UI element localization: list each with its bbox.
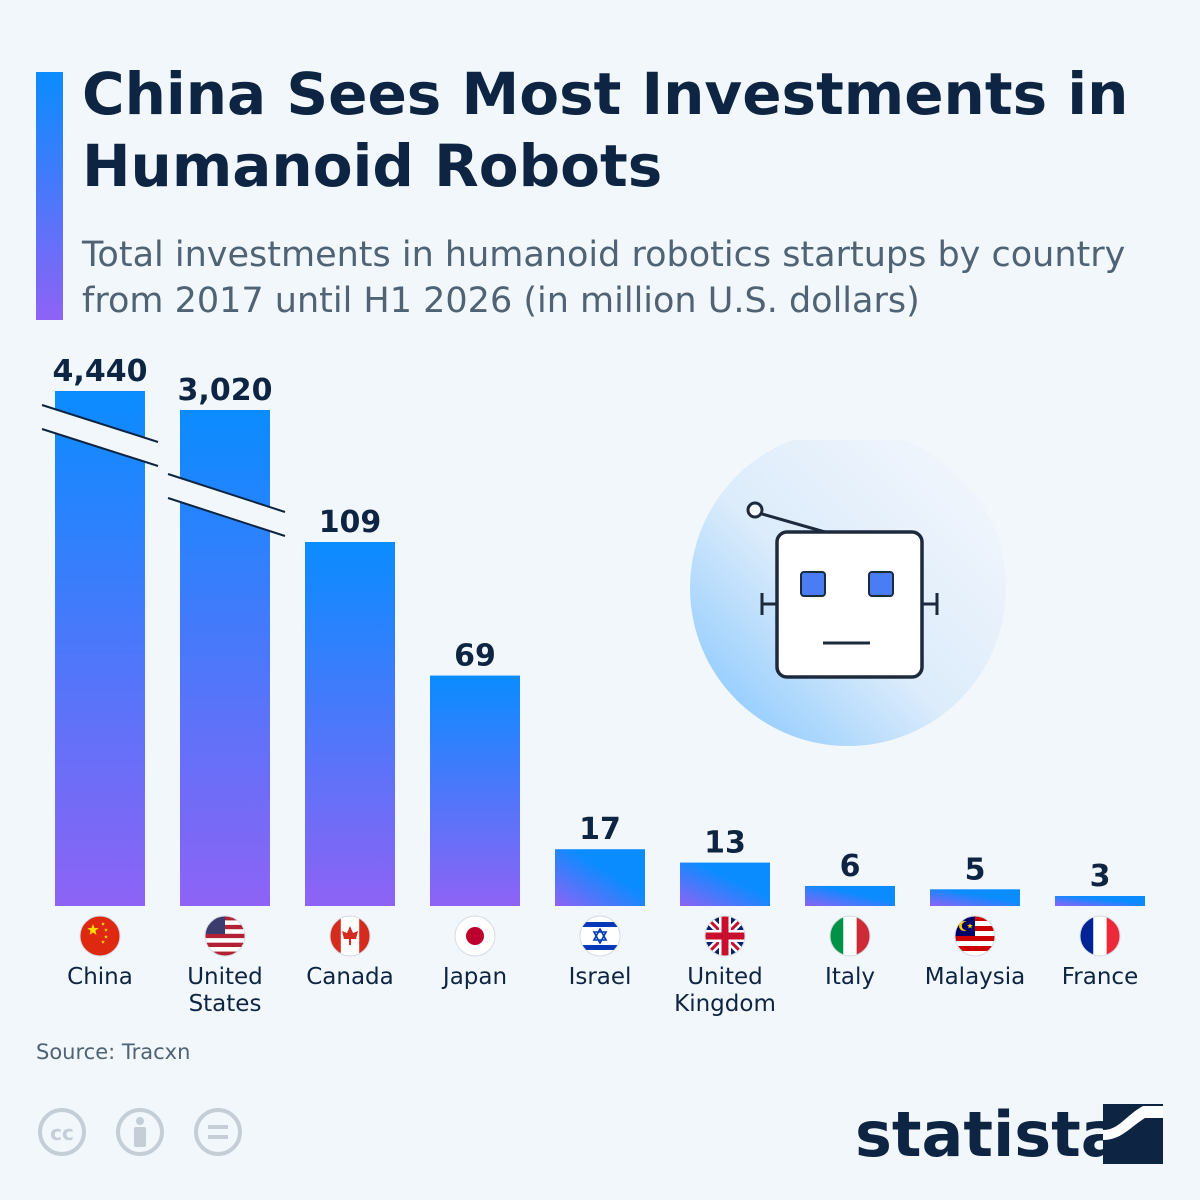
value-label-united-states: 3,020 xyxy=(178,373,273,408)
flag-italy-icon xyxy=(829,915,871,957)
flag-united-states-icon xyxy=(204,915,246,957)
bar-italy xyxy=(805,885,895,906)
flag-canada-icon xyxy=(329,915,371,957)
category-label-china: China xyxy=(67,964,133,990)
axis-break-united-states xyxy=(167,473,286,537)
value-label-italy: 6 xyxy=(840,849,861,884)
bar-malaysia xyxy=(930,889,1020,906)
bar-chart: 4,440 3,020 109 69 17 13 6 5 3 China United States… xyxy=(41,354,1145,1017)
value-label-france: 3 xyxy=(1090,859,1111,894)
category-label-canada: Canada xyxy=(306,964,394,990)
flag-malaysia-icon xyxy=(954,915,996,957)
value-label-israel: 17 xyxy=(579,812,621,847)
license-icons: cc xyxy=(38,1108,242,1156)
category-label-united-states: United States xyxy=(187,964,263,1017)
bar-france xyxy=(1055,895,1145,906)
category-label-malaysia: Malaysia xyxy=(925,964,1026,990)
svg-text:cc: cc xyxy=(50,1121,74,1145)
flag-france-icon xyxy=(1079,915,1121,957)
chart-subtitle: Total investments in humanoid robotics s… xyxy=(82,235,1126,321)
value-label-united-kingdom: 13 xyxy=(704,826,746,861)
chart-title: China Sees Most Investments in Humanoid … xyxy=(82,60,1129,200)
no-derivatives-icon[interactable] xyxy=(194,1108,242,1156)
value-label-japan: 69 xyxy=(454,639,496,674)
title-accent-bar xyxy=(36,72,63,320)
statista-mark-icon xyxy=(1103,1104,1163,1164)
statista-logo[interactable]: statista xyxy=(855,1100,1170,1170)
category-label-japan: Japan xyxy=(441,964,507,990)
flag-united-kingdom-icon xyxy=(704,915,746,957)
robot-illustration-icon xyxy=(690,440,1006,746)
bar-united-kingdom xyxy=(680,862,770,906)
category-label-france: France xyxy=(1062,964,1138,990)
category-label-israel: Israel xyxy=(569,964,632,990)
value-label-malaysia: 5 xyxy=(965,852,986,887)
bar-canada xyxy=(305,542,395,906)
attribution-icon[interactable] xyxy=(116,1108,164,1156)
bar-china xyxy=(55,391,145,906)
category-label-italy: Italy xyxy=(825,964,875,990)
bar-japan xyxy=(430,675,520,906)
creative-commons-icon[interactable]: cc xyxy=(38,1108,86,1156)
bar-israel xyxy=(555,849,645,906)
axis-break-china xyxy=(41,404,159,467)
category-label-united-kingdom: United Kingdom xyxy=(674,964,776,1017)
value-label-canada: 109 xyxy=(319,505,382,540)
source-note: Source: Tracxn xyxy=(36,1040,191,1064)
flag-japan-icon xyxy=(454,915,496,957)
flag-israel-icon xyxy=(579,915,621,957)
value-label-china: 4,440 xyxy=(53,354,148,389)
flag-china-icon xyxy=(79,915,121,957)
brand-wordmark: statista xyxy=(855,1098,1123,1171)
